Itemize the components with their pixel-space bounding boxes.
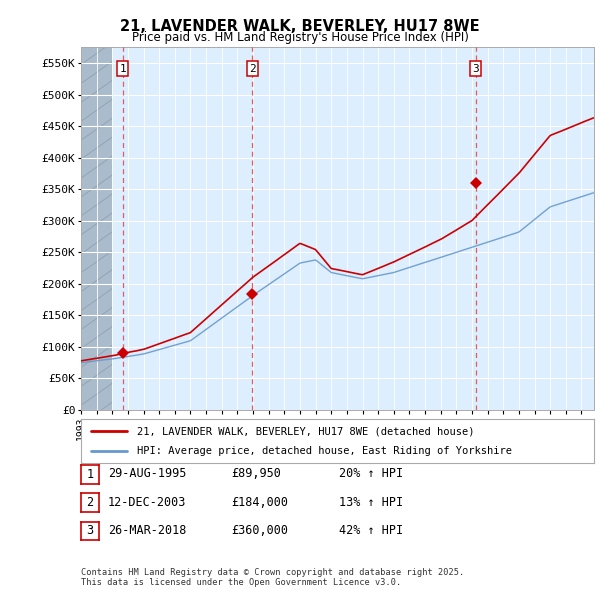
Text: £360,000: £360,000 <box>231 524 288 537</box>
Text: 12-DEC-2003: 12-DEC-2003 <box>108 496 187 509</box>
Text: Price paid vs. HM Land Registry's House Price Index (HPI): Price paid vs. HM Land Registry's House … <box>131 31 469 44</box>
Text: 3: 3 <box>472 64 479 74</box>
Text: 2: 2 <box>249 64 256 74</box>
Text: 42% ↑ HPI: 42% ↑ HPI <box>339 524 403 537</box>
Text: 29-AUG-1995: 29-AUG-1995 <box>108 467 187 480</box>
Text: 13% ↑ HPI: 13% ↑ HPI <box>339 496 403 509</box>
Text: 20% ↑ HPI: 20% ↑ HPI <box>339 467 403 480</box>
Text: HPI: Average price, detached house, East Riding of Yorkshire: HPI: Average price, detached house, East… <box>137 446 512 456</box>
Text: £184,000: £184,000 <box>231 496 288 509</box>
Text: 2: 2 <box>86 496 94 509</box>
Text: £89,950: £89,950 <box>231 467 281 480</box>
Text: 1: 1 <box>86 468 94 481</box>
Text: 1: 1 <box>119 64 126 74</box>
Text: 21, LAVENDER WALK, BEVERLEY, HU17 8WE (detached house): 21, LAVENDER WALK, BEVERLEY, HU17 8WE (d… <box>137 427 475 436</box>
Text: Contains HM Land Registry data © Crown copyright and database right 2025.
This d: Contains HM Land Registry data © Crown c… <box>81 568 464 587</box>
Text: 3: 3 <box>86 525 94 537</box>
Text: 21, LAVENDER WALK, BEVERLEY, HU17 8WE: 21, LAVENDER WALK, BEVERLEY, HU17 8WE <box>120 19 480 34</box>
Text: 26-MAR-2018: 26-MAR-2018 <box>108 524 187 537</box>
